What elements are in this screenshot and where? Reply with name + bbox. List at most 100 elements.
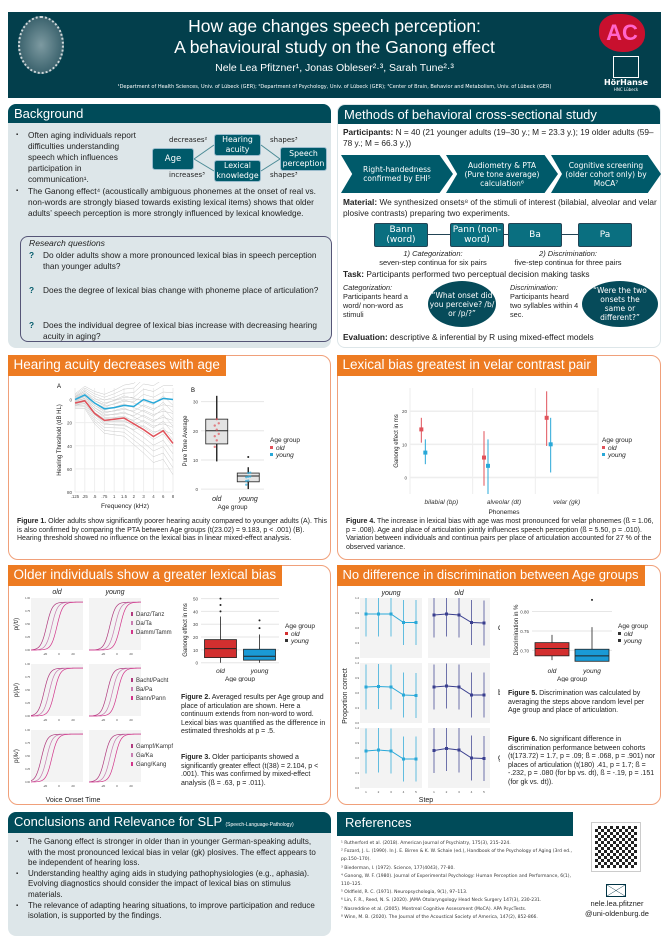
y-tick-label: 1.00 xyxy=(25,597,30,600)
y-tick-label: 0 xyxy=(69,398,72,403)
x-tick-label: -20 xyxy=(101,784,106,788)
x-tick-label: -20 xyxy=(43,784,48,788)
data-point-old xyxy=(432,749,436,752)
diagram-connectors xyxy=(193,144,281,172)
data-point-old xyxy=(544,415,549,420)
data-point-old xyxy=(482,693,486,697)
x-tick-label: 0 xyxy=(58,718,60,722)
research-questions-box: Research questions ? Do older adults show… xyxy=(20,236,332,342)
question-mark-icon: ? xyxy=(29,285,35,295)
legend-label: Da/Ta xyxy=(136,621,152,627)
facet-panel xyxy=(89,730,141,782)
y-tick-label: 0.9 xyxy=(355,611,359,615)
data-point-old xyxy=(213,435,216,438)
legend-label-young: young xyxy=(607,452,626,459)
research-question-2: ? Does the degree of lexical bias change … xyxy=(29,285,325,296)
y-axis-label: Hearing Threshold (dB HL) xyxy=(57,404,63,476)
y-tick-label: 80 xyxy=(67,490,73,495)
figure-6-text: No significant difference in discriminat… xyxy=(508,736,656,786)
y-axis-label: p(/p/) xyxy=(14,683,20,697)
data-point-old xyxy=(457,685,461,689)
legend-swatch xyxy=(131,630,133,634)
x-tick-label: 0 xyxy=(116,718,118,722)
y-tick-label: 0.6 xyxy=(355,756,359,760)
methods-panel: Methods of behavioral cross-sectional st… xyxy=(337,104,661,348)
categorization-question-bubble: “What onset did you perceive? /b/ or /p/… xyxy=(428,281,496,327)
individual-audiogram-line xyxy=(74,398,174,416)
email-line1[interactable]: nele.lea.pfitzner xyxy=(590,899,644,908)
envelope-icon xyxy=(606,884,626,897)
y-tick-label: 0.75 xyxy=(520,629,529,634)
individual-audiogram-line xyxy=(74,404,174,461)
data-point-old xyxy=(215,428,218,431)
diagram-label-shapes-bottom: shapes³ xyxy=(270,171,298,179)
y-tick-label: 0.6 xyxy=(355,691,359,695)
background-bullet-1: Often aging individuals report difficult… xyxy=(14,130,139,185)
email-line2[interactable]: @uni-oldenburg.de xyxy=(585,908,649,918)
evaluation-label: Evaluation: xyxy=(343,332,388,342)
data-point-young xyxy=(402,621,405,624)
data-point-young xyxy=(548,442,553,447)
data-point-young xyxy=(247,471,250,475)
data-point-old xyxy=(213,445,216,449)
figure-5-label: Figure 5. xyxy=(508,690,538,697)
reference-item: ² Fozard, J. L. (1990). In J. E. Birren … xyxy=(341,849,572,863)
legend-swatch-young xyxy=(270,453,273,456)
data-point-young xyxy=(389,612,393,616)
facet-panel xyxy=(89,664,141,716)
discrimination-panel: No difference in discrimination between … xyxy=(336,564,661,805)
series-line-young xyxy=(74,394,174,410)
experiment-1-desc: seven-step continua for six pairs xyxy=(379,258,487,267)
figure-6-caption: Figure 6. No significant difference in d… xyxy=(508,736,658,788)
legend-label-young: young xyxy=(623,638,642,645)
legend-label-young: young xyxy=(290,638,309,645)
data-point-old xyxy=(457,613,461,617)
legend-swatch-old xyxy=(285,632,288,635)
data-point-young xyxy=(249,471,252,474)
individual-audiogram-line xyxy=(74,403,174,455)
lexical-panel: Lexical bias greatest in velar contrast … xyxy=(336,354,661,560)
stimulus-pann: Pann (non-word) xyxy=(450,223,504,247)
contact-email[interactable]: nele.lea.pfitzner @uni-oldenburg.de xyxy=(572,899,662,918)
step-handedness: Right-handedness confirmed by EHI⁵ xyxy=(341,155,453,193)
facet-row-label: gk xyxy=(498,753,500,762)
y-tick-label: 1.2 xyxy=(355,726,359,730)
legend-swatch xyxy=(131,744,133,748)
psychometric-curve xyxy=(88,667,142,717)
data-point-young xyxy=(389,749,393,753)
background-panel: Background Often aging individuals repor… xyxy=(8,104,332,348)
x-axis-label: Age group xyxy=(557,676,587,682)
x-tick-label: -20 xyxy=(101,718,106,722)
research-question-1-text: Do older adults show a more pronounced l… xyxy=(43,250,317,271)
hearing-title: Hearing acuity decreases with age xyxy=(7,354,226,376)
discrimination-text: Participants heard two syllables within … xyxy=(510,292,579,319)
x-tick-label: 6 xyxy=(162,494,165,499)
facet-col-label: old xyxy=(52,589,62,596)
research-questions-title: Research questions xyxy=(29,238,105,248)
y-tick-label: 10 xyxy=(193,648,199,653)
legend-label-old: old xyxy=(291,631,300,638)
participants-label: Participants: xyxy=(343,127,394,137)
y-tick-label: 50 xyxy=(193,597,199,602)
figure-5-text: Discrimination was calculated by averagi… xyxy=(508,690,645,715)
affiliations: ¹Department of Health Sciences, Univ. of… xyxy=(117,84,552,90)
qr-code[interactable] xyxy=(591,822,641,872)
x-tick-label: 0 xyxy=(58,784,60,788)
data-point-young xyxy=(377,612,380,616)
reference-item: ¹ Rutherford et al. (2018). American Jou… xyxy=(341,841,511,846)
legend-swatch xyxy=(131,621,133,625)
categorization-title: Categorization: xyxy=(343,283,393,292)
legend-title: Age group xyxy=(618,623,648,630)
diagram-lexical-knowledge: Lexical knowledge xyxy=(214,160,261,182)
box-young xyxy=(574,648,610,662)
x-tick-label: -20 xyxy=(43,718,48,722)
x-tick-label: 0 xyxy=(58,652,60,656)
data-point-old xyxy=(215,439,218,442)
panel-label: A xyxy=(57,384,61,390)
x-tick-label: young xyxy=(582,668,601,675)
y-tick-label: 0.00 xyxy=(25,715,30,718)
facet-panel xyxy=(31,598,83,650)
task-text: Task: Participants performed two percept… xyxy=(343,269,659,280)
outlier-point xyxy=(258,627,261,630)
x-tick-label: 2 xyxy=(378,790,380,794)
